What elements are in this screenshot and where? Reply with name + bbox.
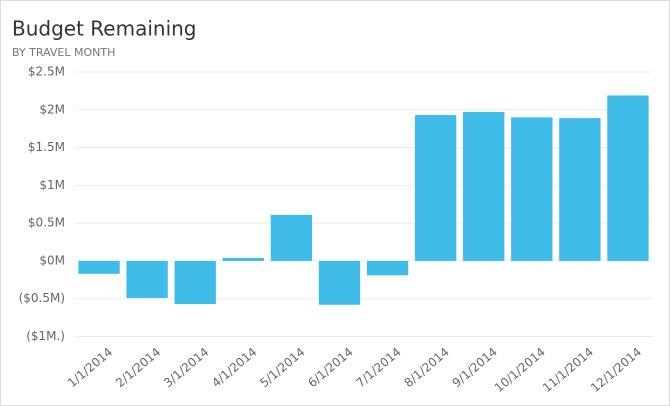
- bar: [414, 115, 457, 261]
- bar: [174, 260, 216, 305]
- y-tick-label: ($1M.): [26, 329, 65, 343]
- y-tick-label: $0M: [39, 253, 65, 267]
- y-tick-label: ($0.5M): [19, 291, 65, 305]
- bar: [511, 117, 553, 261]
- bar: [126, 260, 168, 298]
- y-tick-label: $2M: [39, 102, 65, 116]
- bar: [463, 112, 505, 261]
- y-tick-label: $1M: [39, 178, 65, 192]
- chart-subtitle: BY TRAVEL MONTH: [12, 46, 115, 59]
- bar: [222, 257, 264, 261]
- bar: [366, 260, 409, 276]
- y-tick-label: $1.5M: [28, 140, 65, 154]
- bar: [78, 260, 120, 274]
- bar: [270, 214, 313, 261]
- bar: [607, 95, 649, 261]
- y-tick-label: $0.5M: [28, 216, 65, 230]
- bar: [318, 260, 361, 305]
- bar: [559, 118, 601, 261]
- chart-title: Budget Remaining: [12, 17, 197, 41]
- y-tick-label: $2.5M: [28, 65, 65, 79]
